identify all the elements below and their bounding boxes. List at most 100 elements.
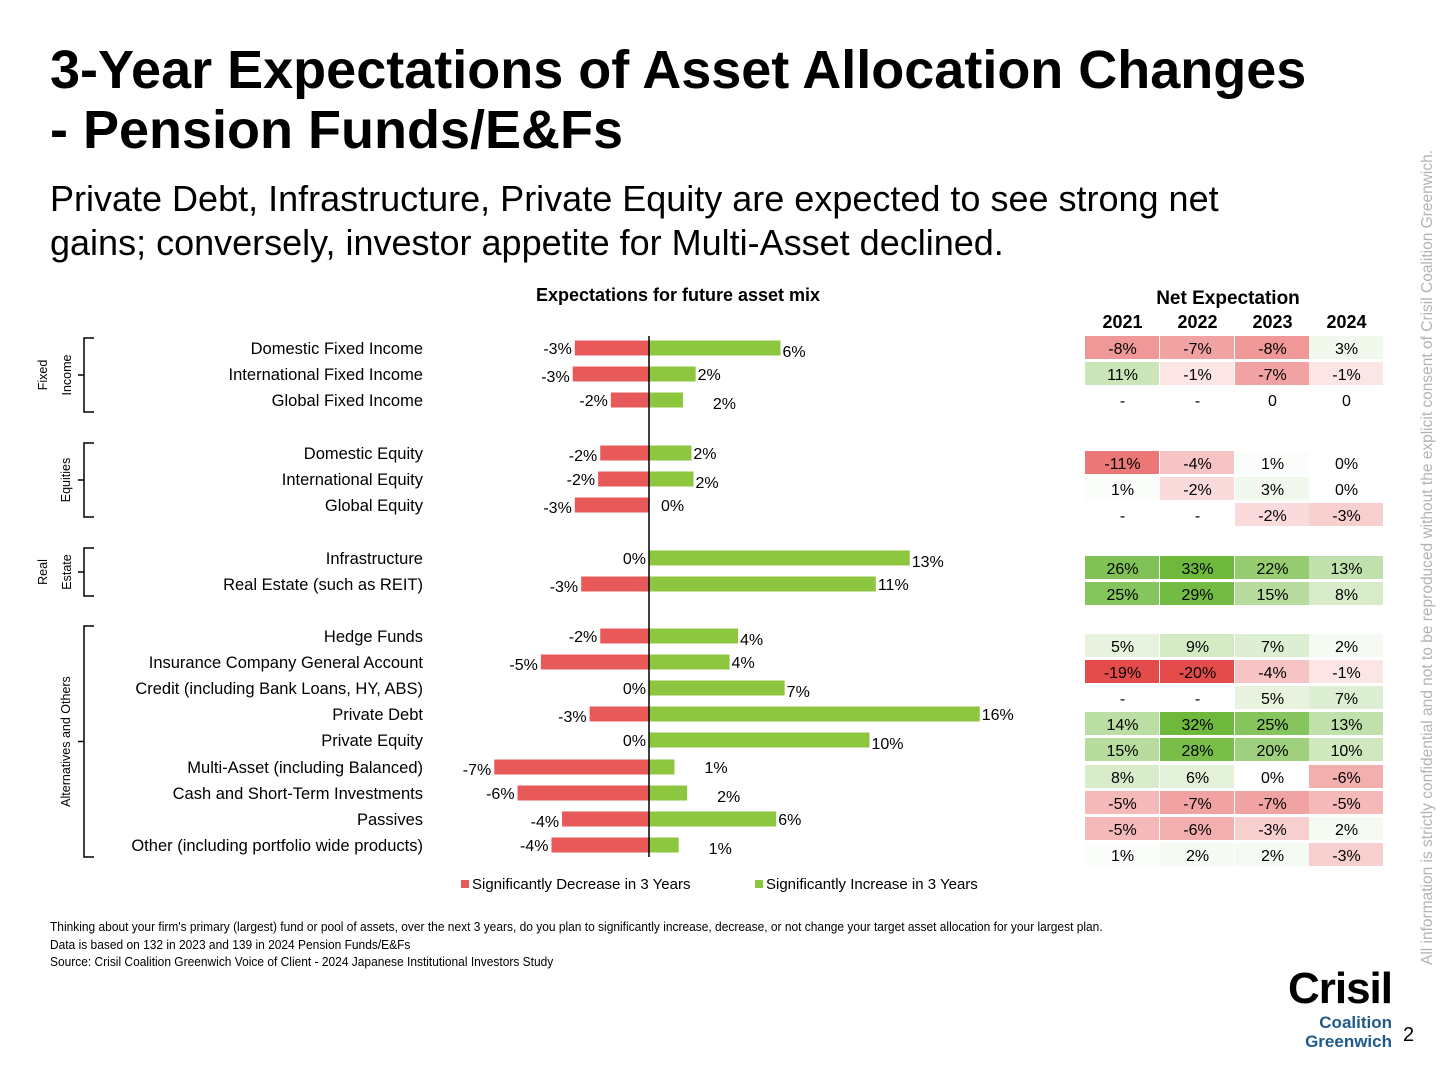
group-label: Fixed	[36, 360, 50, 391]
increase-bar	[649, 576, 876, 592]
net-expectation-years: 2021 2022 2023 2024	[1102, 312, 1366, 332]
net-cell-value: 7%	[1261, 639, 1284, 656]
net-cell	[1085, 817, 1159, 840]
net-cell-value: 8%	[1335, 587, 1358, 604]
increase-value-label: 1%	[709, 841, 732, 858]
net-cell-value: 2%	[1335, 822, 1358, 839]
net-cell	[1309, 582, 1383, 605]
net-expectation-title: Net Expectation	[1156, 288, 1300, 309]
year-header: 2023	[1252, 312, 1292, 332]
increase-bar	[649, 628, 739, 644]
net-cell-value: -20%	[1179, 665, 1216, 682]
net-cell	[1085, 660, 1159, 683]
decrease-bar	[581, 576, 649, 592]
net-cell-value: 5%	[1261, 691, 1284, 708]
category-label: Domestic Fixed Income	[251, 340, 423, 358]
net-cell-value: -2%	[1258, 508, 1286, 525]
net-cell-value: 5%	[1111, 639, 1134, 656]
net-cell	[1235, 765, 1309, 788]
net-cell	[1160, 712, 1234, 735]
category-label: Multi-Asset (including Balanced)	[187, 759, 423, 777]
logo-wordmark: Crisil	[1287, 964, 1393, 1013]
net-cell	[1085, 388, 1159, 411]
category-labels: Domestic Fixed Income International Fixed…	[131, 340, 423, 855]
group-bracket	[78, 547, 94, 597]
net-cell-value: -7%	[1183, 341, 1211, 358]
net-cell-value: 26%	[1106, 561, 1138, 578]
category-label: Infrastructure	[326, 550, 423, 568]
increase-bar	[649, 366, 696, 382]
increase-value-label: 16%	[982, 707, 1014, 724]
net-cell-value: -5%	[1108, 796, 1136, 813]
net-cell-value: 3%	[1261, 482, 1284, 499]
increase-value-label: 10%	[871, 736, 903, 753]
decrease-value-label: -4%	[531, 814, 559, 831]
group-label: Real	[36, 559, 50, 585]
net-cell-value: 13%	[1330, 717, 1362, 734]
decrease-bar	[494, 759, 649, 775]
net-cell	[1309, 817, 1383, 840]
net-cell	[1160, 660, 1234, 683]
decrease-bar	[598, 471, 649, 487]
subtitle-line-2: gains; conversely, investor appetite for…	[50, 222, 1004, 263]
decrease-bar	[589, 706, 649, 722]
net-cell-value: 2%	[1335, 639, 1358, 656]
net-cell-value: 2%	[1186, 848, 1209, 865]
increase-value-label: 6%	[782, 344, 805, 361]
net-cell	[1309, 791, 1383, 814]
net-cell	[1085, 556, 1159, 579]
category-label: Passives	[357, 811, 423, 829]
title-line-2: - Pension Funds/E&Fs	[50, 100, 624, 160]
net-cell	[1160, 451, 1234, 474]
net-cell	[1309, 712, 1383, 735]
net-cell	[1085, 686, 1159, 709]
net-cell-value: -6%	[1183, 822, 1211, 839]
net-cell-value: 15%	[1256, 587, 1288, 604]
net-cell-value: 1%	[1111, 848, 1134, 865]
net-expectation-cells: -8% -7% -8% 3%11% -1% -7% -1%- -0 0-11% -4% 1% 0%1%…	[1085, 336, 1383, 866]
category-label: Private Debt	[332, 706, 423, 724]
net-cell	[1160, 556, 1234, 579]
category-label: Private Equity	[321, 732, 424, 750]
legend: Significantly Decrease in 3 Years Signifi…	[461, 876, 978, 893]
net-cell	[1309, 388, 1383, 411]
increase-value-label: 2%	[696, 475, 719, 492]
category-label: Domestic Equity	[304, 445, 424, 463]
net-cell	[1160, 503, 1234, 526]
net-cell-value: 3%	[1335, 341, 1358, 358]
footnotes: Thinking about your firm's primary (larg…	[50, 918, 1172, 971]
net-cell	[1235, 388, 1309, 411]
increase-bar	[649, 706, 980, 722]
net-cell-value: -	[1120, 393, 1125, 410]
net-cell	[1235, 817, 1309, 840]
net-cell	[1309, 477, 1383, 500]
net-cell-value: 9%	[1186, 639, 1209, 656]
decrease-bar	[600, 445, 649, 461]
net-cell	[1160, 817, 1234, 840]
net-cell	[1235, 451, 1309, 474]
net-cell	[1085, 843, 1159, 866]
decrease-bar	[517, 785, 649, 801]
net-cell-value: 7%	[1335, 691, 1358, 708]
net-cell	[1085, 634, 1159, 657]
category-groups: Fixed Income Equities Real Estate Alternative…	[36, 337, 94, 858]
decrease-bar	[610, 392, 649, 408]
increase-value-label: 4%	[732, 655, 755, 672]
net-cell	[1160, 477, 1234, 500]
net-cell	[1160, 686, 1234, 709]
net-cell-value: -	[1120, 691, 1125, 708]
increase-bar	[649, 340, 781, 356]
net-cell-value: 20%	[1256, 743, 1288, 760]
decrease-bar	[574, 497, 649, 513]
net-cell	[1309, 362, 1383, 385]
net-cell	[1085, 451, 1159, 474]
net-cell-value: 0%	[1335, 456, 1358, 473]
net-cell	[1235, 738, 1309, 761]
net-cell	[1309, 503, 1383, 526]
net-cell-value: 15%	[1106, 743, 1138, 760]
net-cell-value: 0%	[1261, 770, 1284, 787]
decrease-value-label: -3%	[558, 709, 586, 726]
net-cell	[1235, 634, 1309, 657]
group-label: Equities	[59, 458, 73, 502]
